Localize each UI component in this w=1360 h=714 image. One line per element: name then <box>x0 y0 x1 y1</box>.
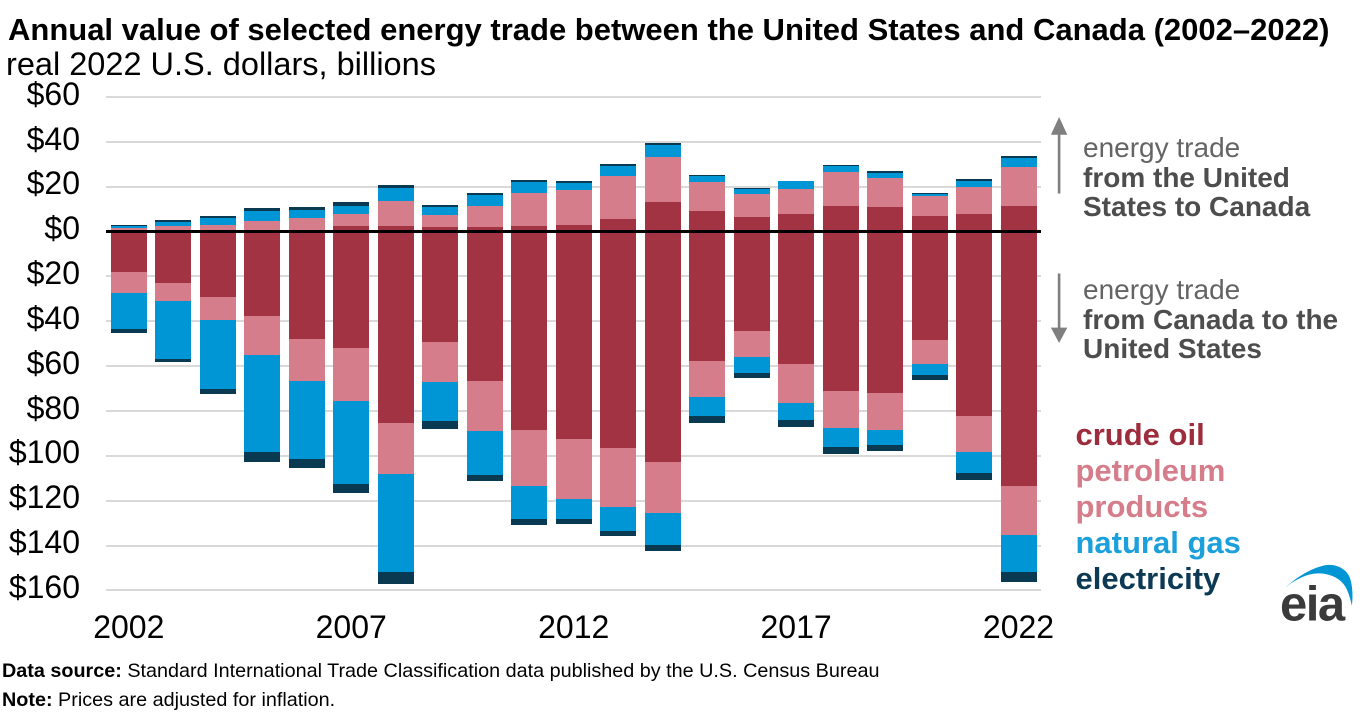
svg-text:eia: eia <box>1280 578 1346 629</box>
